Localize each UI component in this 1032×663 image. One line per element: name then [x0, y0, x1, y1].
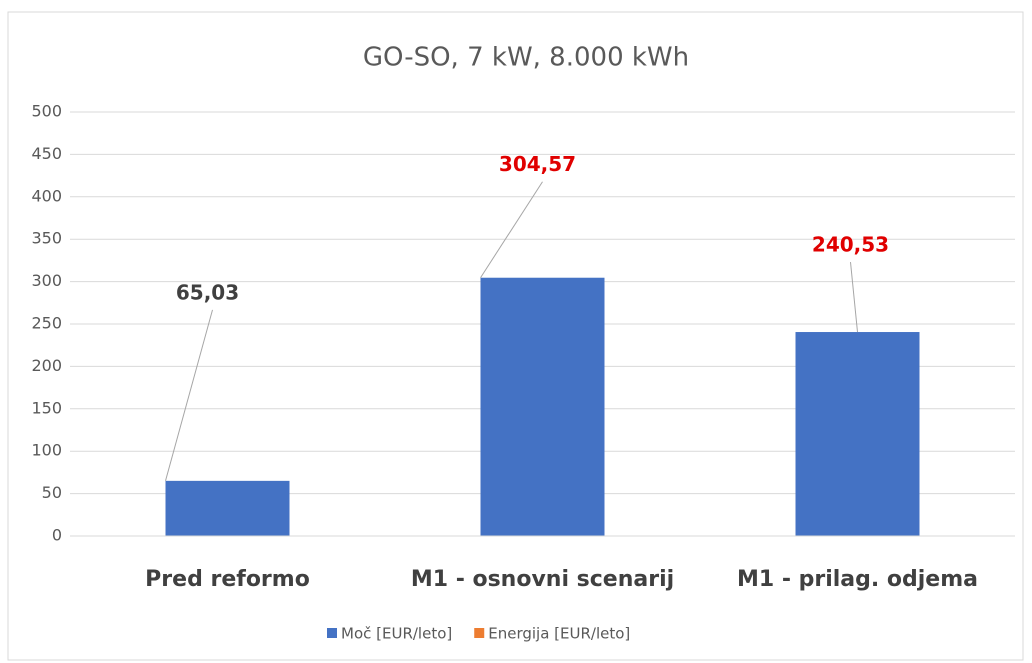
- chart-title: GO-SO, 7 kW, 8.000 kWh: [363, 43, 689, 73]
- y-tick-label: 150: [31, 398, 62, 417]
- legend-swatch: [327, 628, 337, 638]
- y-tick-label: 50: [42, 483, 62, 502]
- bar: [480, 277, 605, 536]
- x-tick-label: M1 - osnovni scenarij: [411, 567, 674, 592]
- data-label: 304,57: [499, 152, 576, 176]
- legend-swatch: [474, 628, 485, 638]
- data-label: 240,53: [812, 233, 889, 257]
- y-tick-label: 250: [31, 314, 62, 333]
- leader-line: [850, 261, 858, 333]
- bar: [165, 480, 290, 536]
- leader-line: [165, 309, 213, 481]
- y-tick-label: 450: [31, 144, 62, 163]
- y-tick-label: 0: [52, 526, 62, 545]
- bar: [795, 332, 920, 536]
- leader-line: [480, 181, 543, 278]
- legend-label: Moč [EUR/leto]: [341, 625, 452, 643]
- y-tick-label: 350: [31, 229, 62, 248]
- data-label: 65,03: [176, 280, 239, 304]
- x-tick-label: M1 - prilag. odjema: [737, 567, 978, 592]
- legend-label: Energija [EUR/leto]: [488, 625, 630, 643]
- y-tick-label: 300: [31, 271, 62, 290]
- y-tick-label: 100: [31, 441, 62, 460]
- y-tick-label: 200: [31, 356, 62, 375]
- y-tick-label: 400: [31, 186, 62, 205]
- x-tick-label: Pred reformo: [145, 567, 310, 592]
- y-tick-label: 500: [31, 102, 62, 121]
